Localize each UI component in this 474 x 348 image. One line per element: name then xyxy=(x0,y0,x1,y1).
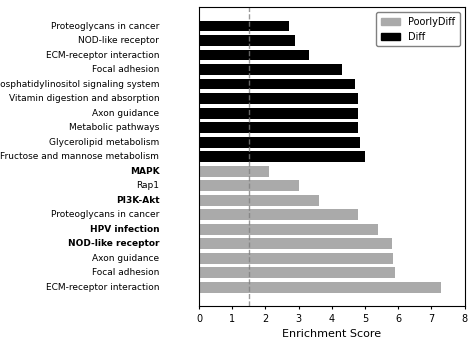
Bar xyxy=(199,108,358,119)
Bar xyxy=(199,137,360,148)
Text: Proteoglycans in cancer: Proteoglycans in cancer xyxy=(51,210,159,219)
Bar xyxy=(199,93,358,104)
Text: Metabolic pathways: Metabolic pathways xyxy=(69,123,159,132)
Legend: PoorlyDiff, Diff: PoorlyDiff, Diff xyxy=(376,12,460,46)
Text: MAPK: MAPK xyxy=(129,167,159,176)
Text: NOD-like receptor: NOD-like receptor xyxy=(78,36,159,45)
Text: Focal adhesion: Focal adhesion xyxy=(92,65,159,74)
Text: Proteoglycans in cancer: Proteoglycans in cancer xyxy=(51,22,159,31)
Bar xyxy=(199,166,269,176)
Bar xyxy=(199,49,309,61)
X-axis label: Enrichment Score: Enrichment Score xyxy=(282,330,382,339)
Bar xyxy=(199,224,378,235)
Text: NOD-like receptor: NOD-like receptor xyxy=(68,239,159,248)
Bar xyxy=(199,267,395,278)
Text: Axon guidance: Axon guidance xyxy=(92,254,159,263)
Bar xyxy=(199,238,392,249)
Bar xyxy=(199,35,295,46)
Bar xyxy=(199,180,299,191)
Bar xyxy=(199,21,289,31)
Text: Phosphatidylinositol signaling system: Phosphatidylinositol signaling system xyxy=(0,80,159,88)
Bar xyxy=(199,79,355,89)
Bar xyxy=(199,282,441,293)
Bar xyxy=(199,253,393,264)
Text: Focal adhesion: Focal adhesion xyxy=(92,268,159,277)
Text: Axon guidance: Axon guidance xyxy=(92,109,159,118)
Text: ECM-receptor interaction: ECM-receptor interaction xyxy=(46,50,159,60)
Bar xyxy=(199,122,358,133)
Text: Vitamin digestion and absorption: Vitamin digestion and absorption xyxy=(9,94,159,103)
Text: HPV infection: HPV infection xyxy=(90,225,159,234)
Bar xyxy=(199,209,358,220)
Text: Rap1: Rap1 xyxy=(136,181,159,190)
Text: PI3K-Akt: PI3K-Akt xyxy=(116,196,159,205)
Bar xyxy=(199,64,342,75)
Bar xyxy=(199,151,365,162)
Text: Fructose and mannose metabolism: Fructose and mannose metabolism xyxy=(0,152,159,161)
Text: Glycerolipid metabolism: Glycerolipid metabolism xyxy=(49,137,159,147)
Text: ECM-receptor interaction: ECM-receptor interaction xyxy=(46,283,159,292)
Bar xyxy=(199,195,319,206)
